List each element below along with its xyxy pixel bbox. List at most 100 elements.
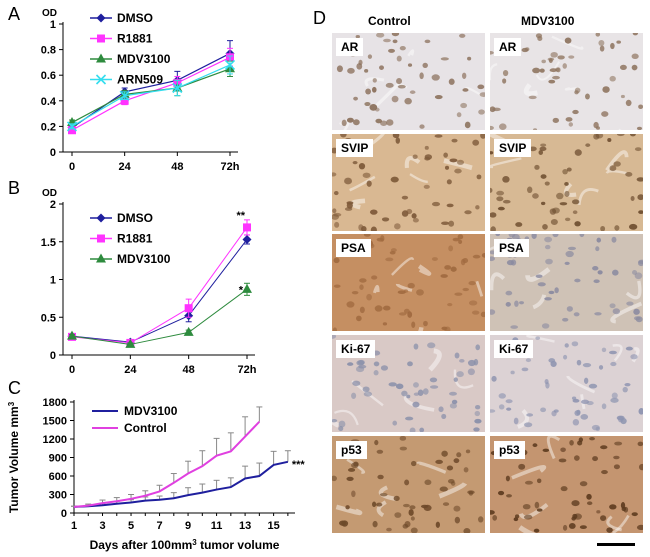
cell-nucleus — [612, 269, 619, 276]
cell-nucleus — [505, 290, 513, 296]
cell-nucleus — [609, 350, 617, 355]
cell-nucleus — [600, 225, 606, 231]
cell-nucleus — [404, 520, 411, 528]
stroma-fiber — [335, 504, 363, 516]
cell-nucleus — [410, 460, 417, 467]
cell-nucleus — [544, 236, 553, 243]
cell-nucleus — [355, 34, 360, 39]
cell-nucleus — [412, 218, 419, 223]
cell-nucleus — [506, 494, 512, 498]
cell-nucleus — [333, 284, 341, 288]
cell-nucleus — [539, 68, 545, 73]
chart-c-x-label-sup: 3 — [192, 538, 197, 547]
cell-nucleus — [602, 86, 610, 93]
cell-nucleus — [371, 275, 378, 280]
cell-nucleus — [585, 93, 590, 100]
cell-nucleus — [358, 364, 367, 369]
cell-nucleus — [362, 386, 370, 393]
ihc-stain-image — [332, 234, 485, 331]
cell-nucleus — [625, 172, 633, 177]
cell-nucleus — [392, 39, 398, 44]
cell-nucleus — [616, 40, 621, 44]
cell-nucleus — [449, 391, 457, 396]
cell-nucleus — [446, 465, 454, 471]
cell-nucleus — [490, 309, 496, 315]
cell-nucleus — [552, 117, 560, 123]
cell-nucleus — [491, 375, 497, 382]
stroma-fiber — [490, 272, 506, 291]
cell-nucleus — [467, 368, 475, 376]
cell-nucleus — [449, 158, 458, 163]
cell-nucleus — [564, 190, 570, 197]
cell-nucleus — [596, 237, 602, 243]
cell-nucleus — [410, 527, 418, 533]
cell-nucleus — [535, 274, 543, 278]
cell-nucleus — [404, 479, 410, 486]
cell-nucleus — [390, 248, 397, 253]
cell-nucleus — [390, 176, 399, 183]
chart-c-y-label: Tumor Volume mm3 — [7, 401, 22, 513]
cell-nucleus — [413, 343, 419, 350]
cell-nucleus — [534, 164, 540, 170]
cell-nucleus — [409, 90, 416, 94]
cell-nucleus — [611, 392, 618, 399]
cell-nucleus — [609, 303, 616, 309]
cell-nucleus — [332, 172, 337, 177]
cell-nucleus — [429, 377, 438, 383]
cell-nucleus — [540, 174, 547, 179]
cell-nucleus — [419, 427, 425, 432]
chart-b-significance-r1881: ** — [236, 210, 245, 222]
chart-b-legend-label: DMSO — [117, 211, 153, 225]
chart-c-x-tick-label: 3 — [99, 520, 105, 532]
cell-nucleus — [334, 221, 340, 228]
chart-a-series-line — [71, 64, 231, 127]
stroma-fiber — [428, 348, 442, 372]
stroma-fiber — [518, 525, 537, 533]
cell-nucleus — [424, 39, 431, 44]
cell-nucleus — [399, 436, 407, 441]
chart-a-y-tick-label: 0.4 — [41, 96, 57, 108]
ihc-marker-label: SVIP — [336, 139, 374, 157]
cell-nucleus — [441, 221, 450, 225]
cell-nucleus — [601, 470, 608, 475]
cell-nucleus — [606, 527, 613, 533]
cell-nucleus — [542, 448, 550, 453]
ihc-stain-image — [332, 134, 485, 231]
cell-nucleus — [562, 63, 567, 69]
cell-nucleus — [559, 202, 568, 206]
cell-nucleus — [568, 55, 575, 59]
ihc-stain-image — [336, 33, 485, 130]
chart-c-x-tick-label: 1 — [71, 520, 77, 532]
stroma-fiber — [334, 409, 359, 426]
cell-nucleus — [351, 291, 359, 295]
chart-a-x-tick-label: 48 — [171, 161, 183, 173]
chart-b-series-line — [71, 288, 248, 345]
cell-nucleus — [496, 190, 505, 196]
stroma-fiber — [612, 343, 623, 362]
cell-nucleus — [497, 206, 505, 211]
cell-nucleus — [638, 408, 643, 415]
cell-nucleus — [380, 120, 388, 126]
cell-nucleus — [572, 419, 580, 426]
cell-nucleus — [363, 391, 373, 397]
cell-nucleus — [393, 495, 400, 501]
cell-nucleus — [560, 447, 566, 453]
cell-nucleus — [540, 143, 547, 147]
cell-nucleus — [490, 409, 496, 413]
cell-nucleus — [525, 358, 532, 363]
cell-nucleus — [638, 104, 643, 109]
cell-nucleus — [449, 403, 457, 409]
cell-nucleus — [533, 128, 538, 130]
stroma-fiber — [523, 83, 538, 97]
cell-nucleus — [376, 237, 384, 242]
cell-nucleus — [540, 201, 546, 206]
cell-nucleus — [526, 186, 533, 194]
chart-b-legend-label: R1881 — [117, 232, 153, 246]
cell-nucleus — [490, 212, 497, 218]
cell-nucleus — [379, 492, 388, 497]
chart-c-legend-label: MDV3100 — [124, 404, 178, 418]
cell-nucleus — [634, 147, 642, 152]
cell-nucleus — [638, 210, 643, 215]
cell-nucleus — [376, 449, 384, 454]
cell-nucleus — [548, 79, 556, 84]
